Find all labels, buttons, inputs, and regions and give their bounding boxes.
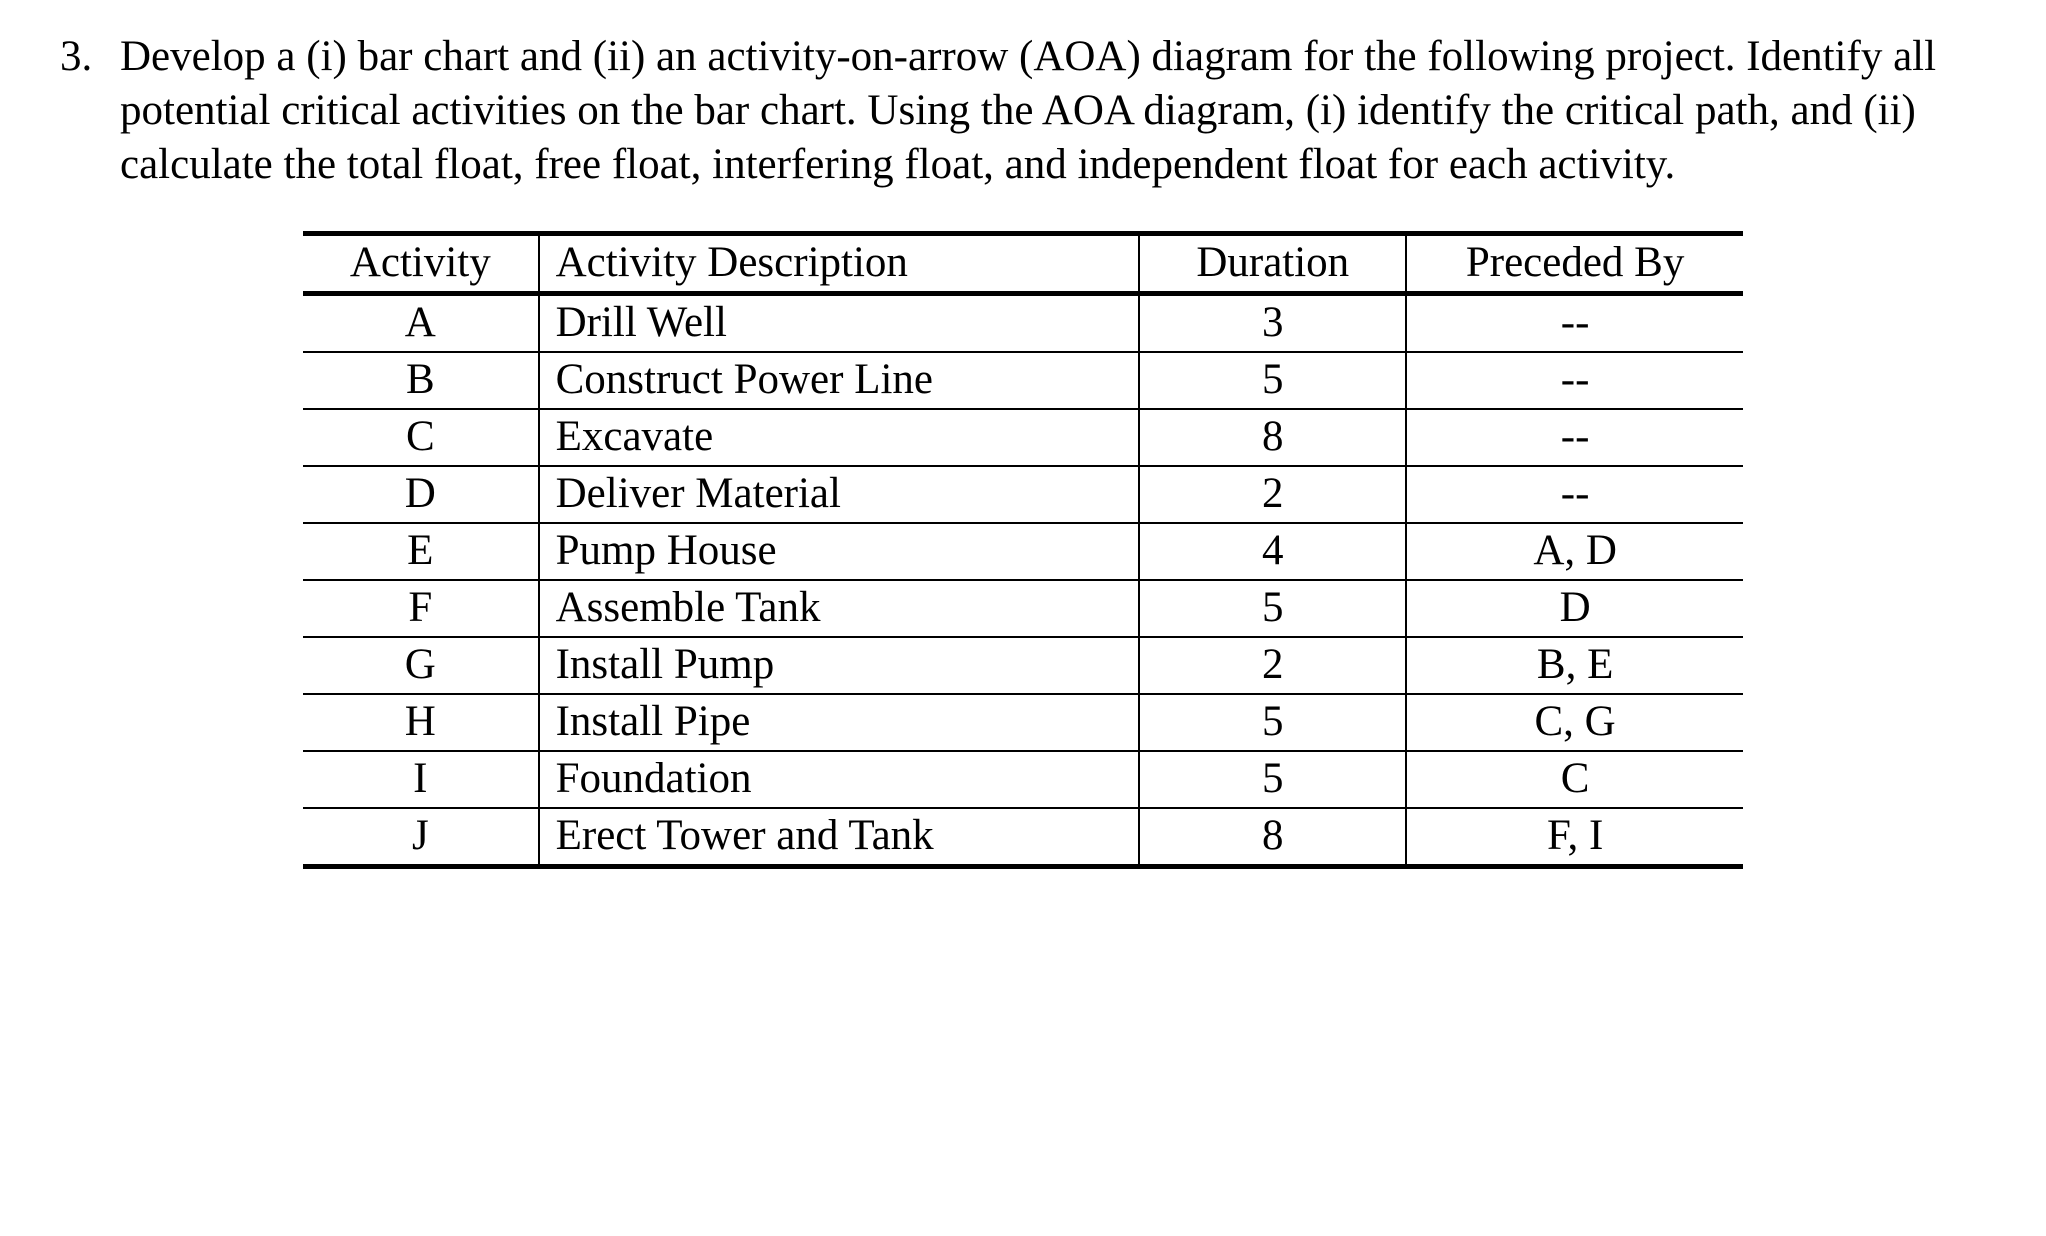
cell-activity: H (303, 694, 539, 751)
cell-description: Deliver Material (539, 466, 1140, 523)
cell-activity: J (303, 808, 539, 867)
cell-description: Install Pump (539, 637, 1140, 694)
cell-activity: A (303, 294, 539, 353)
cell-duration: 8 (1139, 808, 1406, 867)
cell-preceded-by: C (1406, 751, 1743, 808)
cell-activity: I (303, 751, 539, 808)
cell-duration: 8 (1139, 409, 1406, 466)
cell-duration: 2 (1139, 466, 1406, 523)
cell-duration: 5 (1139, 751, 1406, 808)
table-row: E Pump House 4 A, D (303, 523, 1743, 580)
cell-description: Excavate (539, 409, 1140, 466)
table-wrapper: Activity Activity Description Duration P… (60, 231, 1986, 869)
page: 3. Develop a (i) bar chart and (ii) an a… (0, 0, 2046, 1236)
cell-description: Drill Well (539, 294, 1140, 353)
cell-preceded-by: -- (1406, 294, 1743, 353)
cell-activity: F (303, 580, 539, 637)
cell-preceded-by: C, G (1406, 694, 1743, 751)
cell-description: Erect Tower and Tank (539, 808, 1140, 867)
cell-duration: 2 (1139, 637, 1406, 694)
table-header-row: Activity Activity Description Duration P… (303, 234, 1743, 294)
cell-preceded-by: B, E (1406, 637, 1743, 694)
cell-duration: 5 (1139, 580, 1406, 637)
table-row: I Foundation 5 C (303, 751, 1743, 808)
table-row: F Assemble Tank 5 D (303, 580, 1743, 637)
cell-description: Foundation (539, 751, 1140, 808)
cell-duration: 4 (1139, 523, 1406, 580)
cell-activity: B (303, 352, 539, 409)
col-description: Activity Description (539, 234, 1140, 294)
cell-duration: 5 (1139, 694, 1406, 751)
table-row: A Drill Well 3 -- (303, 294, 1743, 353)
cell-preceded-by: D (1406, 580, 1743, 637)
col-activity: Activity (303, 234, 539, 294)
cell-activity: G (303, 637, 539, 694)
activity-table: Activity Activity Description Duration P… (303, 231, 1743, 869)
cell-description: Assemble Tank (539, 580, 1140, 637)
table-row: G Install Pump 2 B, E (303, 637, 1743, 694)
question-number: 3. (60, 30, 120, 84)
question-text: Develop a (i) bar chart and (ii) an acti… (120, 30, 1986, 191)
cell-preceded-by: A, D (1406, 523, 1743, 580)
cell-description: Pump House (539, 523, 1140, 580)
table-row: B Construct Power Line 5 -- (303, 352, 1743, 409)
table-row: J Erect Tower and Tank 8 F, I (303, 808, 1743, 867)
table-row: C Excavate 8 -- (303, 409, 1743, 466)
table-row: H Install Pipe 5 C, G (303, 694, 1743, 751)
col-preceded-by: Preceded By (1406, 234, 1743, 294)
cell-activity: D (303, 466, 539, 523)
cell-preceded-by: -- (1406, 409, 1743, 466)
cell-preceded-by: F, I (1406, 808, 1743, 867)
cell-description: Construct Power Line (539, 352, 1140, 409)
col-duration: Duration (1139, 234, 1406, 294)
cell-activity: C (303, 409, 539, 466)
cell-preceded-by: -- (1406, 352, 1743, 409)
question-block: 3. Develop a (i) bar chart and (ii) an a… (60, 30, 1986, 191)
cell-duration: 3 (1139, 294, 1406, 353)
cell-preceded-by: -- (1406, 466, 1743, 523)
cell-activity: E (303, 523, 539, 580)
cell-description: Install Pipe (539, 694, 1140, 751)
table-row: D Deliver Material 2 -- (303, 466, 1743, 523)
cell-duration: 5 (1139, 352, 1406, 409)
